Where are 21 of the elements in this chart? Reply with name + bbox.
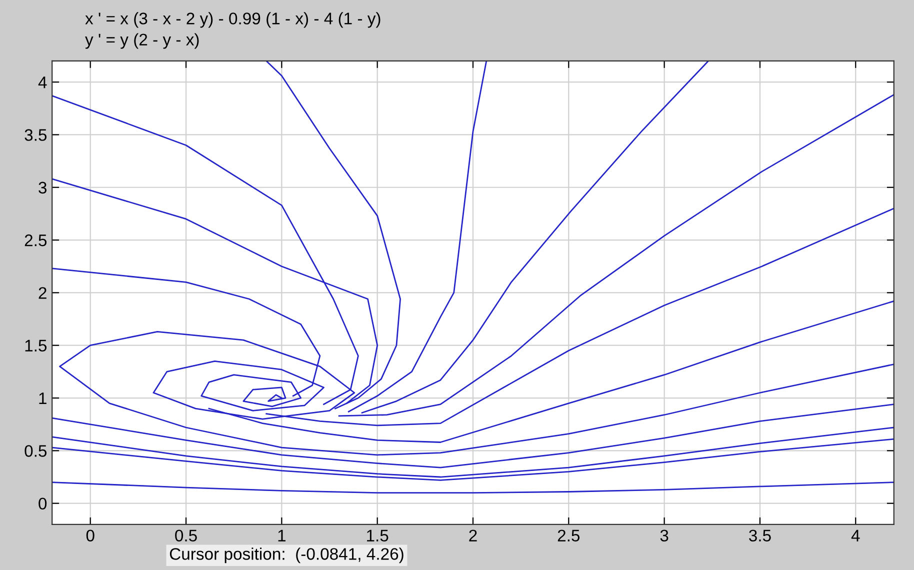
x-tick-label: 3 [660, 530, 668, 542]
x-tick-label: 3.5 [749, 530, 771, 542]
y-tick-label: 4 [38, 76, 47, 88]
y-tick-label: 0.5 [24, 445, 47, 457]
x-tick-label: 0 [86, 530, 94, 542]
x-tick-label: 2.5 [558, 530, 580, 542]
y-tick-label: 2 [38, 287, 46, 299]
chart-title: x ' = x (3 - x - 2 y) - 0.99 (1 - x) - 4 (1 - y) [85, 12, 380, 28]
y-tick-label: 1 [39, 392, 46, 404]
x-tick-label: 2 [469, 530, 477, 542]
y-tick-label: 1.5 [25, 340, 47, 352]
text: Cursor position: (-0.0841, 4.26) [170, 548, 404, 564]
y-tick-label: 3.5 [24, 129, 47, 141]
y-tick-label: 3 [38, 182, 47, 194]
x-tick-label: 0.5 [175, 530, 197, 542]
x-tick-label: 1 [278, 530, 286, 542]
x-tick-label: 4 [851, 530, 860, 542]
y-tick-label: 2.5 [24, 234, 47, 246]
x-tick-label: 1.5 [367, 530, 388, 542]
chart-subtitle: y ' = y (2 - y - x) [85, 33, 199, 49]
y-tick-label: 0 [38, 498, 47, 510]
